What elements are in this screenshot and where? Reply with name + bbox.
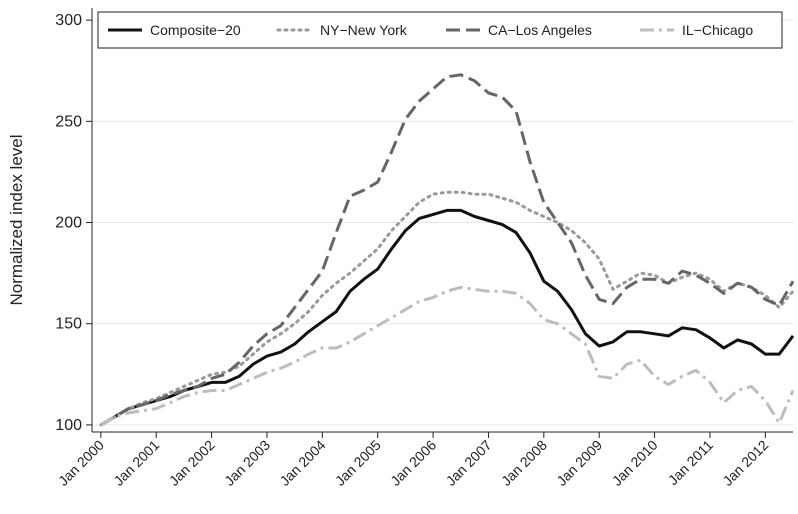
legend-label: IL−Chicago (682, 22, 753, 38)
legend-label: CA−Los Angeles (488, 22, 592, 38)
y-tick-label: 150 (55, 316, 82, 333)
x-tick-label: Jan 2001 (110, 437, 162, 489)
y-tick-label: 300 (55, 12, 82, 29)
legend-label: Composite−20 (150, 22, 241, 38)
x-tick-label: Jan 2000 (55, 437, 107, 489)
x-tick-label: Jan 2004 (276, 437, 328, 489)
x-tick-label: Jan 2012 (719, 437, 771, 489)
x-tick-label: Jan 2005 (332, 437, 384, 489)
series-line (100, 73, 795, 427)
x-tick-label: Jan 2008 (498, 437, 550, 489)
x-tick-label: Jan 2006 (387, 437, 439, 489)
series-line (100, 285, 795, 427)
x-tick-label: Jan 2003 (221, 437, 273, 489)
x-tick-label: Jan 2002 (166, 437, 218, 489)
x-tick-label: Jan 2007 (443, 437, 495, 489)
series-line (100, 208, 795, 427)
legend-label: NY−New York (320, 22, 408, 38)
y-tick-label: 100 (55, 417, 82, 434)
x-tick-label: Jan 2010 (609, 437, 661, 489)
y-tick-label: 200 (55, 215, 82, 232)
series-line (99, 190, 795, 427)
y-tick-label: 250 (55, 113, 82, 130)
y-axis-label: Normalized index level (7, 134, 26, 305)
x-tick-label: Jan 2011 (665, 437, 716, 488)
x-tick-label: Jan 2009 (553, 437, 605, 489)
